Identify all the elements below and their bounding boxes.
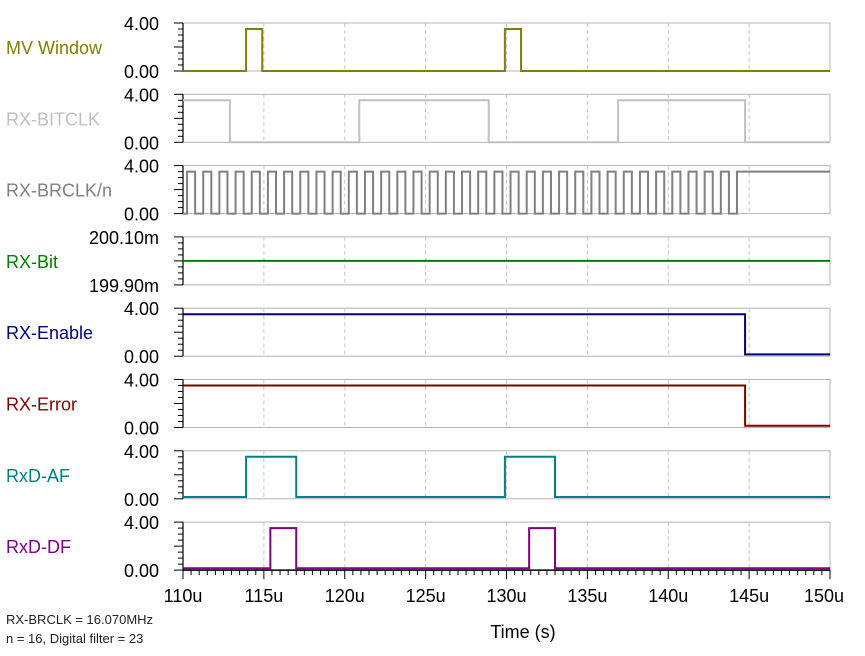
y-tick-label-bottom: 0.00: [124, 133, 159, 153]
trace-rxd-af: [183, 455, 830, 498]
y-tick-label-bottom: 0.00: [124, 347, 159, 367]
series-label-rxd-af: RxD-AF: [6, 466, 70, 486]
x-tick-label: 115u: [245, 586, 284, 606]
x-tick-label: 145u: [729, 586, 769, 606]
trace-mv-window: [183, 28, 830, 72]
y-tick-label-bottom: 0.00: [124, 490, 159, 510]
series-label-rx-bit: RX-Bit: [6, 252, 58, 272]
trace-rx-enable: [183, 313, 830, 356]
y-tick-label-top: 4.00: [124, 157, 159, 177]
y-tick-label-top: 4.00: [124, 85, 159, 105]
y-tick-label-bottom: 0.00: [124, 419, 159, 439]
series-label-mv-window: MV Window: [6, 38, 103, 58]
trace-rx-bitclk: [183, 99, 830, 144]
series-label-rxd-df: RxD-DF: [6, 537, 71, 557]
y-tick-label-bottom: 199.90m: [89, 276, 159, 296]
y-tick-label-top: 4.00: [124, 442, 159, 462]
x-tick-label: 125u: [406, 586, 446, 606]
x-tick-label: 120u: [325, 586, 365, 606]
y-tick-label-top: 4.00: [124, 14, 159, 34]
brclk-frequency-note: RX-BRCLK = 16.070MHz: [6, 612, 154, 627]
x-tick-label: 150u: [804, 586, 844, 606]
x-tick-label: 130u: [486, 586, 526, 606]
divider-filter-note: n = 16, Digital filter = 23: [6, 631, 144, 646]
series-label-rx-brclk-n: RX-BRCLK/n: [6, 181, 112, 201]
trace-rx-brclk-n: [183, 170, 830, 215]
y-tick-label-top: 4.00: [124, 299, 159, 319]
y-tick-label-top: 4.00: [124, 371, 159, 391]
trace-rxd-df: [183, 527, 830, 570]
y-tick-label-bottom: 0.00: [124, 561, 159, 581]
x-axis-label: Time (s): [490, 622, 555, 642]
y-tick-label-bottom: 0.00: [124, 62, 159, 82]
series-label-rx-error: RX-Error: [6, 395, 77, 415]
x-tick-label: 110u: [164, 586, 203, 606]
y-tick-label-top: 200.10m: [89, 228, 159, 248]
trace-rx-error: [183, 384, 830, 427]
x-tick-label: 135u: [567, 586, 607, 606]
y-tick-label-bottom: 0.00: [124, 205, 159, 225]
series-label-rx-bitclk: RX-BITCLK: [6, 109, 100, 129]
series-label-rx-enable: RX-Enable: [6, 323, 93, 343]
y-tick-label-top: 4.00: [124, 513, 159, 533]
x-tick-label: 140u: [648, 586, 688, 606]
